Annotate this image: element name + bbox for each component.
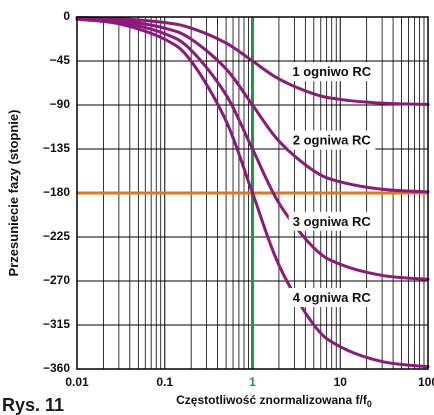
y-tick-label: −45: [50, 53, 71, 67]
series-line-2: [75, 16, 430, 194]
x-tick-label: 100: [418, 375, 434, 389]
series-label-background: [288, 130, 376, 150]
y-tick-label: −225: [43, 229, 70, 243]
series-line-1: [75, 16, 430, 106]
y-tick-labels: 0 −45 −90 −135 −180 −225 −270 −315 −360: [43, 9, 70, 375]
x-tick-labels: 0.01 0.1 1 10 100: [65, 375, 434, 389]
figure-label: Rys. 11: [2, 395, 65, 415]
x-axis-label-subscript: 0: [367, 399, 372, 409]
x-tick-label: 0.01: [65, 375, 89, 389]
series-label-1: 1 ogniwo RC: [292, 64, 371, 79]
x-tick-label: 0.1: [156, 375, 173, 389]
y-tick-label: −180: [43, 185, 70, 199]
y-axis-label: Przesuniecie fazy (stopnie): [6, 110, 21, 277]
y-tick-label: −360: [43, 361, 70, 375]
y-tick-label: −315: [43, 317, 70, 331]
series-label-background: [288, 211, 376, 231]
series-curves: [75, 16, 430, 369]
series-line-3: [75, 17, 430, 281]
y-tick-label: −270: [43, 273, 70, 287]
series-line-4: [75, 17, 430, 369]
x-axis-label-main: Częstotliwość znormalizowana f/f: [176, 393, 368, 407]
x-axis-label: Częstotliwość znormalizowana f/f0: [176, 393, 372, 409]
y-tick-label: −135: [43, 141, 70, 155]
plot-frame: [76, 16, 429, 370]
x-tick-label: 10: [334, 375, 348, 389]
series-label-background: [288, 62, 376, 82]
y-tick-label: 0: [63, 9, 70, 23]
y-tick-label: −90: [50, 97, 71, 111]
series-label-2: 2 ogniwa RC: [293, 133, 372, 148]
series-label-background: [288, 288, 376, 308]
x-tick-label: 1: [249, 375, 256, 389]
series-label-3: 3 ogniwa RC: [293, 214, 372, 229]
series-label-4: 4 ogniwa RC: [293, 290, 372, 305]
series-labels: 1 ogniwo RC 2 ogniwa RC 3 ogniwa RC 4 ogniw…: [288, 62, 376, 308]
